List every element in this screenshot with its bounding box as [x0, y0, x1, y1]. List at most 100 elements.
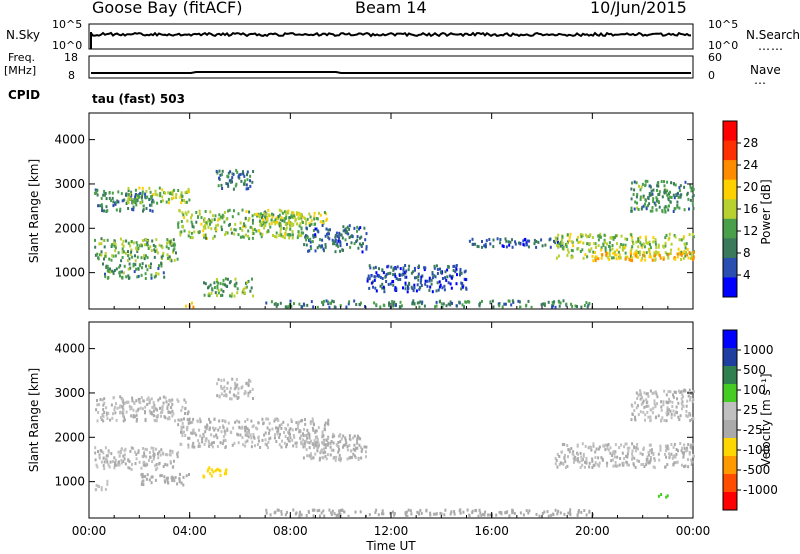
data-cell: [286, 437, 289, 440]
data-cell: [535, 245, 538, 249]
data-cell: [676, 255, 679, 259]
data-cell: [320, 449, 323, 453]
data-cell: [117, 190, 120, 194]
data-cell: [437, 288, 440, 292]
data-cell: [137, 407, 140, 411]
data-cell: [208, 417, 210, 421]
data-cell: [683, 185, 686, 189]
data-cell: [251, 236, 254, 240]
data-cell: [288, 431, 291, 435]
data-cell: [191, 420, 194, 424]
data-cell: [588, 302, 591, 305]
data-cell: [339, 440, 342, 444]
data-cell: [543, 302, 546, 306]
data-cell: [312, 420, 314, 423]
data-cell: [229, 280, 232, 284]
data-cell: [554, 462, 557, 466]
data-cell: [258, 229, 261, 233]
data-cell: [588, 461, 591, 465]
data-cell: [179, 195, 182, 199]
data-cell: [656, 184, 659, 188]
velocity-colorbar-tick-label: -100: [743, 443, 770, 457]
data-cell: [182, 483, 185, 487]
data-cell: [287, 305, 290, 309]
data-cell: [171, 479, 174, 482]
data-cell: [117, 460, 120, 464]
data-cell: [280, 512, 283, 516]
data-cell: [654, 416, 657, 420]
data-cell: [441, 277, 444, 280]
data-cell: [212, 236, 215, 240]
data-cell: [382, 512, 385, 516]
data-cell: [103, 209, 105, 213]
data-cell: [264, 438, 267, 442]
data-cell: [299, 436, 302, 440]
data-cell: [135, 419, 138, 423]
data-cell: [445, 278, 448, 282]
data-cell: [309, 215, 312, 219]
data-cell: [281, 219, 284, 223]
data-cell: [219, 441, 222, 445]
data-cell: [199, 444, 202, 448]
power-colorbar-swatch: [723, 160, 737, 181]
velocity-colorbar-swatch: [723, 348, 737, 367]
data-cell: [368, 513, 371, 517]
data-cell: [658, 458, 661, 462]
data-cell: [525, 243, 528, 247]
data-cell: [680, 397, 683, 401]
data-cell: [663, 184, 666, 188]
data-cell: [99, 204, 102, 208]
data-cell: [119, 274, 121, 278]
data-cell: [551, 305, 554, 309]
data-cell: [676, 252, 679, 256]
data-cell: [191, 444, 194, 448]
data-cell: [433, 512, 436, 516]
data-cell: [647, 204, 649, 208]
velocity-colorbar-swatch: [723, 456, 737, 475]
data-cell: [692, 416, 695, 420]
data-cell: [358, 242, 361, 246]
data-cell: [301, 221, 304, 224]
data-cell: [142, 208, 145, 212]
data-cell: [163, 415, 166, 419]
data-cell: [319, 238, 321, 242]
data-cell: [184, 412, 186, 415]
data-cell: [566, 444, 569, 447]
data-cell: [527, 299, 530, 303]
data-cell: [639, 235, 642, 239]
data-cell: [344, 228, 347, 232]
data-cell: [250, 436, 253, 440]
data-cell: [652, 200, 655, 203]
data-cell: [143, 453, 146, 457]
data-cell: [436, 272, 439, 275]
data-cell: [175, 196, 178, 200]
data-cell: [321, 441, 324, 445]
data-cell: [574, 304, 577, 308]
data-cell: [604, 240, 607, 244]
data-cell: [170, 197, 173, 201]
data-cell: [362, 242, 364, 246]
data-cell: [280, 209, 283, 213]
data-cell: [123, 401, 125, 405]
data-cell: [285, 212, 288, 216]
data-cell: [103, 397, 106, 401]
data-cell: [289, 216, 291, 220]
data-cell: [186, 418, 189, 422]
data-cell: [245, 183, 248, 187]
data-cell: [654, 242, 657, 246]
data-cell: [648, 251, 651, 255]
data-cell: [173, 243, 176, 247]
data-cell: [148, 186, 151, 190]
data-cell: [686, 247, 689, 251]
data-cell: [580, 455, 583, 459]
data-cell: [244, 391, 247, 395]
data-cell: [184, 434, 187, 437]
data-cell: [262, 219, 265, 223]
data-cell: [345, 227, 348, 230]
data-cell: [172, 196, 175, 200]
data-cell: [169, 449, 172, 453]
data-cell: [222, 426, 225, 429]
data-cell: [566, 464, 569, 468]
data-cell: [561, 241, 564, 245]
data-cell: [213, 234, 216, 238]
